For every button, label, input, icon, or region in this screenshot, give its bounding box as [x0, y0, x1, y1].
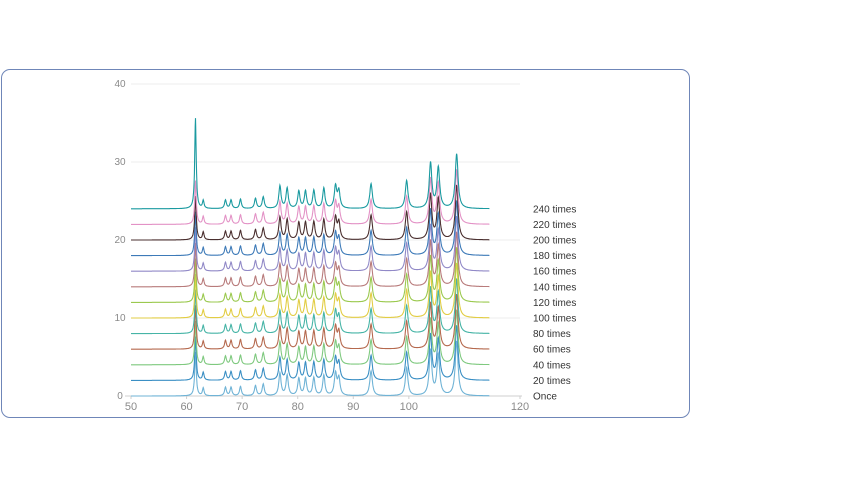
series-line-160-times: [131, 215, 490, 272]
y-tick-label: 20: [114, 235, 126, 246]
series-label: 240 times: [533, 204, 576, 215]
x-axis: 50 60 70 80 90 100 120: [125, 395, 529, 413]
series-label: 160 times: [533, 267, 576, 278]
series-label: 40 times: [533, 360, 571, 371]
x-tick-label: 100: [400, 401, 418, 413]
series-line-80-times: [131, 278, 490, 335]
series-label: 180 times: [533, 251, 576, 262]
series-line-40-times: [131, 309, 490, 366]
series-line-140-times: [131, 231, 490, 288]
series-label: Once: [533, 392, 557, 403]
series-line-180-times: [131, 200, 490, 257]
x-tick-label: 60: [180, 401, 192, 413]
series-label: 140 times: [533, 282, 576, 293]
series-line-once: [131, 340, 490, 397]
series-label: 60 times: [533, 345, 571, 356]
series-line-60-times: [131, 293, 490, 350]
y-tick-label: 30: [114, 157, 126, 168]
series-line-120-times: [131, 247, 490, 303]
series-line-100-times: [131, 262, 490, 319]
series-label: 220 times: [533, 220, 576, 231]
y-axis: 0 10 20 30 40: [114, 79, 126, 402]
y-tick-label: 40: [114, 79, 126, 90]
series-line-220-times: [131, 169, 490, 225]
series-lines: [131, 118, 490, 397]
y-tick-label: 10: [114, 313, 126, 324]
series-line-200-times: [131, 184, 490, 241]
series-label: 80 times: [533, 329, 571, 340]
series-line-20-times: [131, 325, 490, 381]
xrd-chart: 0 10 20 30 40 50 60 70 80 90 100 120 Once 20 times 4…: [114, 79, 576, 413]
series-label: 120 times: [533, 298, 576, 309]
y-tick-label: 0: [117, 391, 123, 402]
x-tick-label: 80: [292, 401, 304, 413]
x-tick-label: 70: [236, 401, 248, 413]
series-label: 100 times: [533, 314, 576, 325]
series-line-240-times: [131, 118, 490, 210]
series-label: 200 times: [533, 236, 576, 247]
x-tick-label: 90: [347, 401, 359, 413]
chart-panel: 0 10 20 30 40 50 60 70 80 90 100 120 Once 20 times 4…: [1, 69, 690, 418]
series-labels: Once 20 times 40 times 60 times 80 times 100 …: [533, 204, 576, 402]
x-tick-label: 120: [511, 401, 529, 413]
series-label: 20 times: [533, 376, 571, 387]
x-tick-label: 50: [125, 401, 137, 413]
